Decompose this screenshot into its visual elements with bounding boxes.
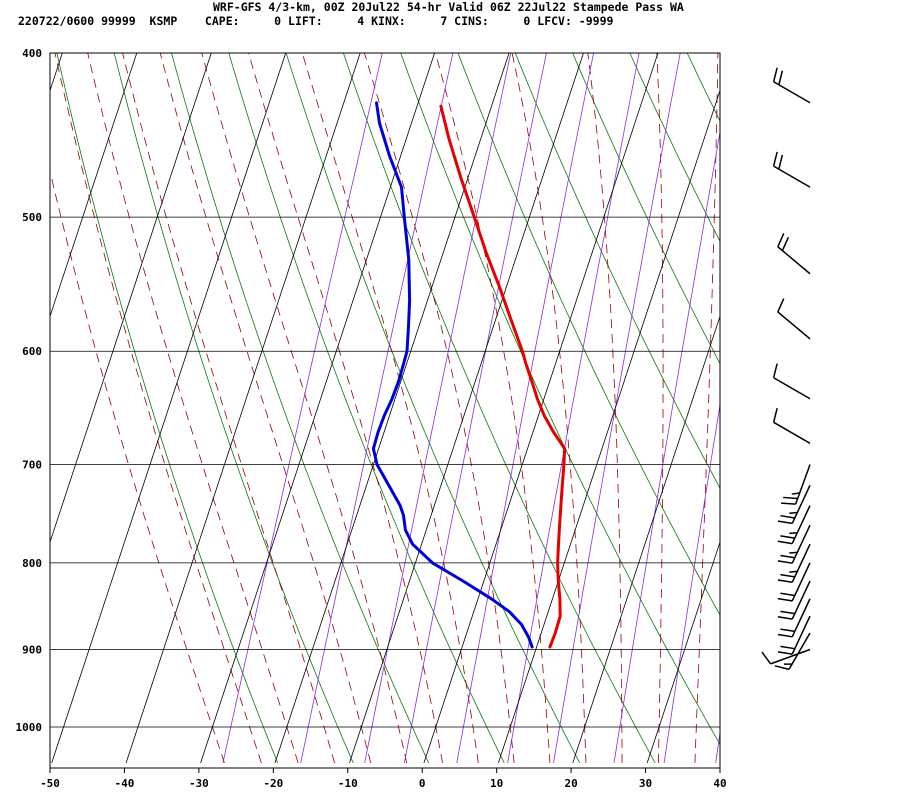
dry-adiabat — [228, 53, 505, 764]
dry-adiabat — [514, 53, 720, 489]
isotherm — [423, 53, 659, 764]
chart-header: WRF-GFS 4/3-km, 00Z 20Jul22 54-hr Valid … — [0, 0, 900, 36]
wind-barb — [772, 408, 811, 444]
y-tick-label: 600 — [22, 345, 42, 358]
dry-adiabat — [735, 34, 900, 763]
moist-adiabat — [694, 53, 719, 763]
moist-adiabat — [656, 53, 664, 763]
wind-barb — [777, 580, 811, 620]
wind-barb — [777, 562, 811, 602]
wind-barb — [777, 233, 811, 275]
mixing-ratio-line — [300, 53, 454, 763]
moist-adiabat — [732, 34, 773, 763]
moist-adiabat — [363, 53, 515, 763]
moist-adiabat — [122, 53, 335, 764]
moist-adiabat — [50, 169, 225, 764]
wind-barb — [777, 524, 811, 564]
wind-barb — [777, 298, 811, 340]
wind-barb — [781, 464, 811, 505]
isotherm — [498, 89, 720, 764]
mixing-ratio-line — [764, 34, 870, 763]
x-tick-label: -20 — [263, 777, 283, 790]
x-tick-label: -50 — [40, 777, 60, 790]
moist-adiabat — [587, 53, 623, 763]
moist-adiabat — [54, 53, 262, 764]
dry-adiabat — [171, 53, 430, 764]
chart-title: WRF-GFS 4/3-km, 00Z 20Jul22 54-hr Valid … — [213, 0, 684, 14]
mixing-ratio-line — [663, 402, 720, 763]
isotherm — [51, 53, 287, 764]
wind-barb — [777, 505, 811, 545]
mixing-ratio-line — [222, 53, 383, 763]
moist-adiabat — [87, 53, 299, 764]
isotherm — [722, 34, 900, 763]
isotherm — [50, 53, 212, 544]
x-tick-label: 40 — [713, 777, 726, 790]
mixing-ratio-line — [613, 129, 720, 763]
wind-barb — [777, 598, 811, 638]
x-tick-label: -30 — [189, 777, 209, 790]
isotherm — [50, 53, 138, 318]
y-tick-label: 500 — [22, 211, 42, 224]
isotherm — [349, 53, 584, 764]
y-tick-label: 900 — [22, 643, 42, 656]
isotherm — [646, 540, 720, 764]
wind-barb — [774, 632, 811, 671]
y-tick-label: 800 — [22, 557, 42, 570]
wind-barb — [772, 363, 811, 400]
dry-adiabat — [56, 53, 279, 764]
moist-adiabat — [511, 53, 587, 763]
wind-barb — [777, 543, 811, 584]
dry-adiabat — [457, 53, 720, 616]
wind-barb — [777, 615, 811, 655]
isotherm — [572, 314, 720, 764]
wind-barb — [772, 67, 811, 104]
isotherm — [274, 53, 510, 764]
temperature-trace — [439, 104, 567, 649]
moist-adiabat — [434, 53, 551, 763]
y-tick-label: 1000 — [16, 721, 43, 734]
y-tick-label: 400 — [22, 47, 42, 60]
x-tick-label: -10 — [338, 777, 358, 790]
moist-adiabat — [201, 53, 408, 763]
moist-adiabat — [159, 53, 372, 763]
dry-adiabat — [849, 34, 900, 763]
dry-adiabat — [400, 53, 720, 746]
x-tick-label: 10 — [490, 777, 503, 790]
dry-adiabat — [792, 34, 900, 763]
x-tick-label: 30 — [639, 777, 652, 790]
wind-barb — [777, 485, 811, 525]
y-tick-label: 700 — [22, 459, 42, 472]
dewpoint-trace — [371, 101, 534, 649]
stats-line: 220722/0600 99999 KSMP CAPE: 0 LIFT: 4 K… — [18, 14, 614, 28]
x-tick-label: 0 — [419, 777, 426, 790]
moist-adiabat — [248, 53, 443, 763]
x-tick-label: 20 — [564, 777, 577, 790]
isotherm — [200, 53, 435, 764]
plot-frame — [49, 52, 721, 769]
isotherm — [125, 53, 361, 764]
wind-barb — [761, 648, 811, 665]
mixing-ratio-line — [715, 729, 720, 763]
x-tick-label: -40 — [115, 777, 135, 790]
wind-barb — [772, 151, 811, 188]
